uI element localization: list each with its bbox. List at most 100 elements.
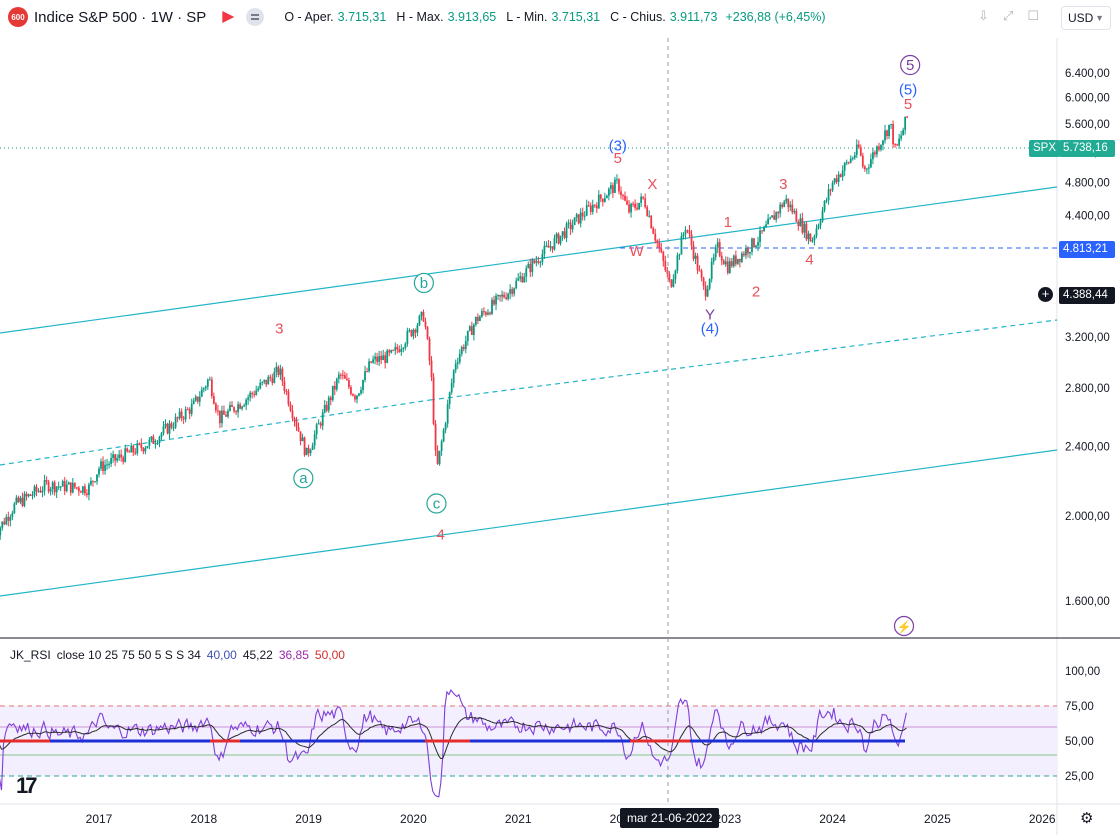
time-tick-label: 2024 (819, 812, 846, 826)
candle-body (640, 196, 643, 203)
candle-body (751, 238, 753, 253)
candle-body (335, 378, 338, 390)
rsi-tick-label: 50,00 (1065, 736, 1094, 748)
flag-icon[interactable] (222, 11, 235, 23)
candle-body (243, 405, 246, 407)
candle-body (364, 371, 366, 381)
candle-body (263, 379, 266, 382)
candle-body (152, 436, 155, 444)
candle-body (485, 312, 487, 315)
wave-label: (4) (701, 320, 719, 337)
candle-body (892, 124, 894, 145)
candle-body (75, 487, 78, 489)
candle-body (722, 260, 725, 265)
time-tick-label: 2018 (190, 812, 217, 826)
settings-icon[interactable]: ⚙ (1080, 810, 1094, 827)
candle-body (686, 230, 689, 232)
candle-body (696, 255, 699, 271)
candle-body (787, 198, 790, 208)
candle-body (277, 366, 280, 375)
candle-body (96, 474, 98, 482)
candle-body (747, 248, 749, 254)
price-tick-label: 6.000,00 (1065, 93, 1110, 105)
candle-body (426, 327, 429, 339)
candle-body (805, 223, 808, 240)
high-value: 3.913,65 (447, 10, 497, 24)
candle-body (231, 405, 233, 408)
wave-label: c (433, 495, 441, 512)
symbol-title[interactable]: Indice S&P 500 · 1W · SP (34, 8, 207, 26)
candle-body (237, 404, 239, 413)
candle-body (360, 390, 362, 394)
candle-body (100, 461, 102, 469)
candle-body (704, 285, 707, 297)
candle-body (462, 347, 465, 350)
candle-body (831, 182, 834, 190)
candle-body (807, 233, 810, 240)
candle-body (25, 493, 28, 497)
candle-body (874, 152, 876, 155)
rsi-name[interactable]: JK_RSI (10, 648, 51, 662)
candle-body (738, 258, 741, 262)
candle-body (535, 260, 538, 263)
expand-icon[interactable]: ⤢ (1002, 8, 1014, 23)
candle-body (849, 158, 852, 163)
candle-body (27, 494, 30, 497)
candle-body (281, 368, 284, 382)
equals-icon[interactable] (246, 8, 265, 26)
wave-label-circle (413, 272, 434, 294)
currency-select[interactable]: USD ▼ (1061, 6, 1111, 30)
price-tick-label: 1.600,00 (1065, 596, 1110, 608)
candle-body (61, 481, 64, 487)
candle-body (186, 409, 189, 411)
candle-body (577, 214, 580, 224)
wave-label-circle (900, 54, 921, 76)
candle-body (160, 433, 163, 438)
add-level-icon[interactable]: + (1038, 287, 1053, 302)
candle-body (384, 355, 387, 363)
maximize-icon[interactable]: ☐ (1027, 8, 1039, 23)
candle-body (0, 527, 2, 536)
wave-label: 3 (275, 320, 283, 337)
candle-body (515, 280, 518, 289)
candle-body (654, 233, 657, 241)
candle-body (79, 491, 82, 493)
candle-body (505, 297, 508, 299)
candle-body (781, 204, 784, 207)
candle-body (620, 191, 622, 196)
candle-body (541, 253, 544, 263)
wave-label: 4 (436, 527, 444, 544)
last-price-tag: 5.738,16 (1059, 140, 1115, 157)
candle-body (329, 397, 332, 400)
candle-body (470, 326, 473, 335)
spx-symbol-tag: SPX (1029, 140, 1061, 157)
candle-body (283, 381, 286, 391)
candle-body (184, 409, 187, 420)
candle-body (337, 374, 340, 379)
candle-body (130, 445, 133, 453)
candle-body (200, 389, 203, 397)
lightning-icon-glyph: ⚡ (897, 620, 912, 634)
candle-body (724, 261, 727, 265)
candle-body (626, 200, 628, 205)
wave-label: 2 (752, 283, 760, 300)
candle-body (728, 261, 731, 273)
candle-body (769, 217, 772, 219)
candle-body (605, 195, 608, 199)
candle-body (210, 379, 213, 397)
candle-body (823, 200, 826, 211)
candle-body (817, 225, 820, 229)
candle-body (29, 494, 32, 496)
candle-body (793, 210, 796, 213)
candle-body (43, 480, 46, 491)
chart-legend: 600 Indice S&P 500 · 1W · SP O - Aper. 3.… (8, 7, 826, 27)
candle-body (894, 144, 896, 146)
candle-body (35, 486, 38, 492)
candle-body (676, 255, 679, 271)
candle-body (73, 482, 76, 488)
download-icon[interactable]: ⇩ (978, 8, 989, 23)
mid-channel-line-right (429, 319, 1058, 401)
candle-body (376, 356, 379, 362)
rsi-fast-line (0, 689, 907, 798)
